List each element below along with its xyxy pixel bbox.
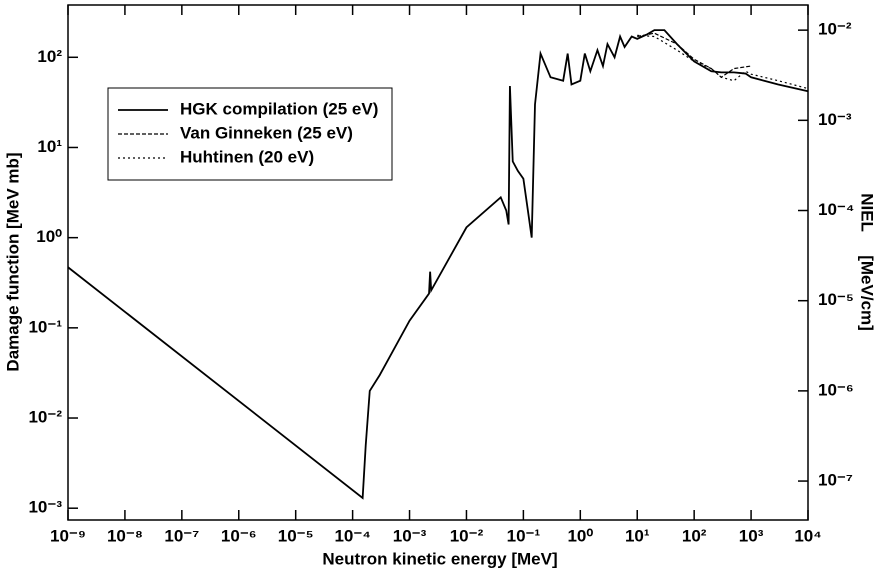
- x-tick-label: 10⁻⁷: [164, 526, 199, 545]
- x-tick-label: 10⁻⁴: [334, 526, 370, 545]
- plot-frame: [67, 4, 809, 521]
- x-tick-label: 10¹: [625, 526, 650, 545]
- legend-label: Huhtinen (20 eV): [180, 147, 314, 166]
- y2-tick-label: 10⁻⁴: [818, 200, 854, 219]
- y-tick-label: 10⁰: [36, 227, 62, 246]
- y-tick-label: 10⁻²: [28, 408, 62, 427]
- y2-tick-label: 10⁻⁵: [818, 290, 854, 309]
- y-tick-label: 10²: [37, 47, 62, 66]
- y2-tick-label: 10⁻⁶: [818, 380, 854, 399]
- x-tick-label: 10⁴: [794, 526, 821, 545]
- x-tick-label: 10⁻⁶: [221, 526, 257, 545]
- series-line: [637, 32, 752, 79]
- x-axis-label: Neutron kinetic energy [MeV]: [322, 549, 557, 568]
- y-tick-label: 10⁻¹: [28, 317, 62, 336]
- y-tick-label: 10¹: [37, 137, 62, 156]
- x-tick-label: 10⁻⁵: [278, 526, 314, 545]
- series-line: [67, 29, 809, 500]
- y-tick-label: 10⁻³: [28, 498, 62, 517]
- series-line: [637, 34, 809, 90]
- x-tick-label: 10⁰: [567, 526, 593, 545]
- y2-axis-label: NIEL [MeV/cm]: [858, 193, 877, 331]
- legend-label: Van Ginneken (25 eV): [180, 123, 353, 142]
- legend-label: HGK compilation (25 eV): [180, 99, 378, 118]
- y2-tick-label: 10⁻³: [818, 110, 852, 129]
- x-tick-label: 10²: [682, 526, 707, 545]
- y-axis-label: Damage function [MeV mb]: [3, 152, 22, 371]
- x-tick-label: 10⁻²: [450, 526, 484, 545]
- x-tick-label: 10⁻³: [393, 526, 427, 545]
- x-tick-label: 10⁻¹: [507, 526, 541, 545]
- x-tick-label: 10⁻⁹: [50, 526, 86, 545]
- y2-tick-label: 10⁻²: [818, 20, 852, 39]
- x-tick-label: 10³: [739, 526, 764, 545]
- x-tick-label: 10⁻⁸: [107, 526, 143, 545]
- y2-tick-label: 10⁻⁷: [818, 471, 853, 490]
